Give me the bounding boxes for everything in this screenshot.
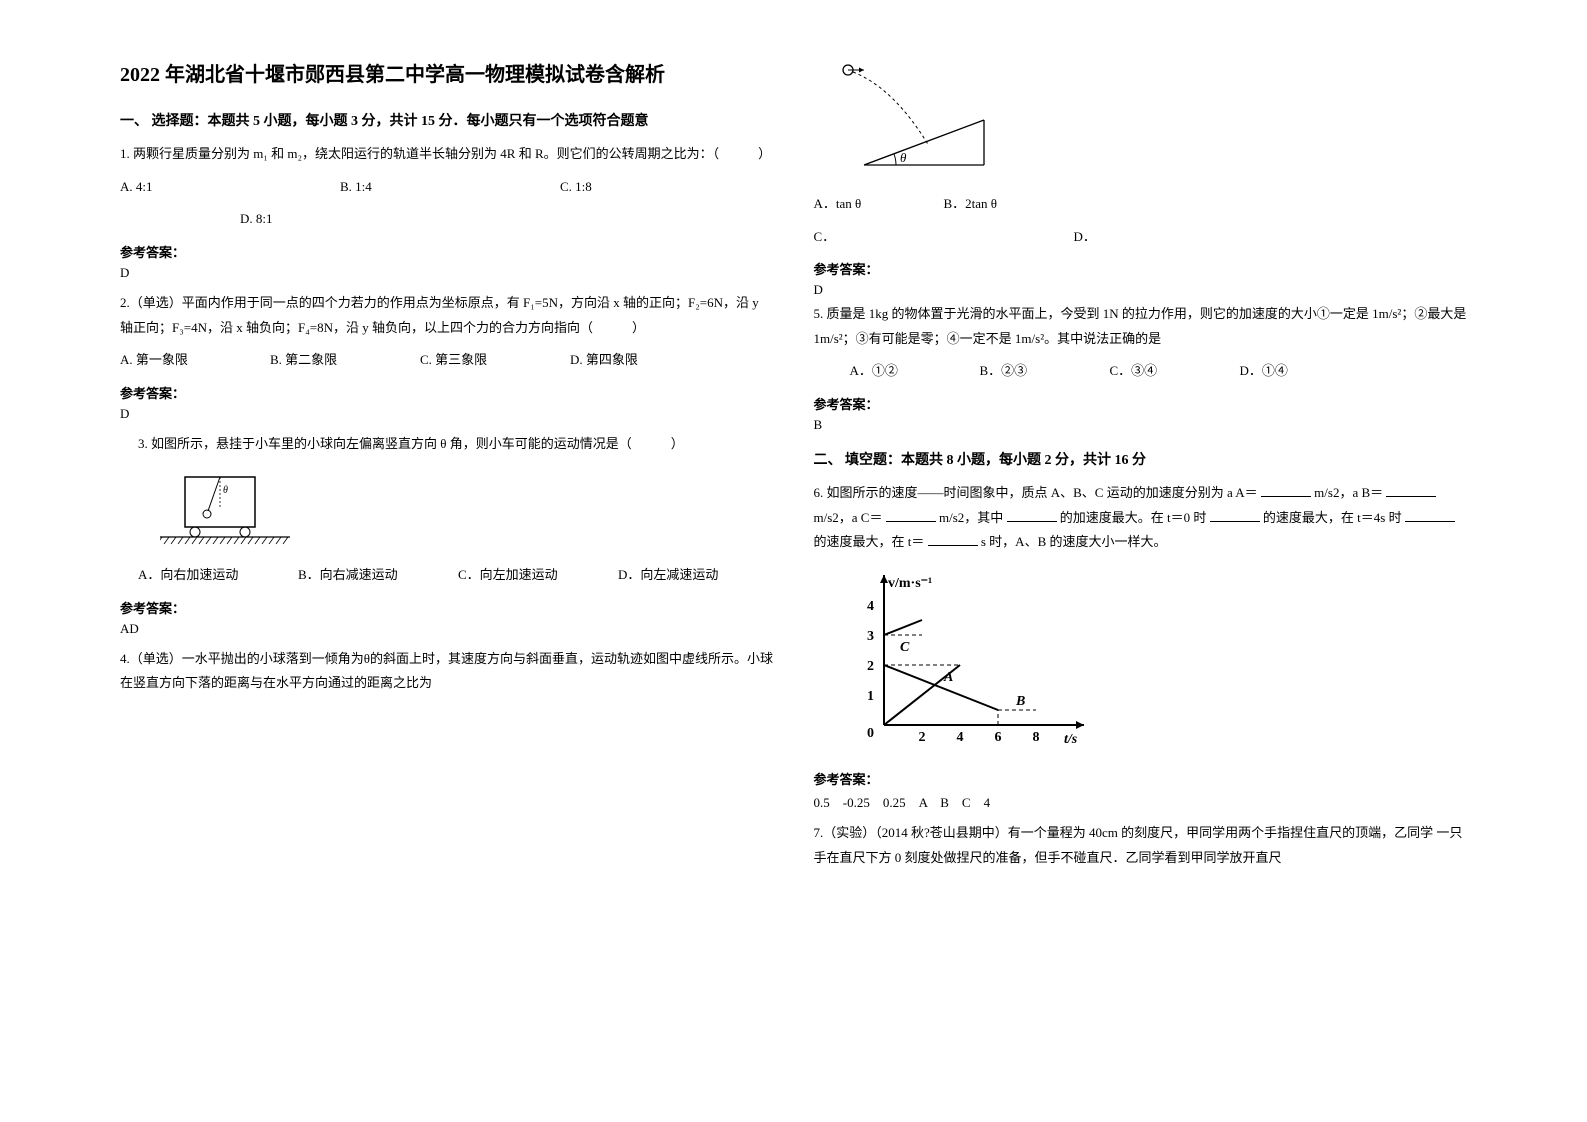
- blank-3: [886, 509, 936, 522]
- q6-s1: m/s2，a B＝: [1314, 485, 1383, 500]
- right-column: θ A．tan θ B．2tan θ C． D． 参考答案： D 5. 质量是 …: [794, 60, 1488, 1082]
- q6-s7: s 时，A、B 的速度大小一样大。: [981, 534, 1167, 549]
- q7-stem: 7.（实验）（2014 秋?苍山县期中）有一个量程为 40cm 的刻度尺，甲同学…: [814, 821, 1468, 870]
- q2-option-c: C. 第三象限: [420, 348, 570, 373]
- svg-text:4: 4: [956, 730, 963, 745]
- q1-option-a: A. 4:1: [120, 175, 340, 200]
- q5-option-b: B．②③: [980, 359, 1110, 384]
- q6-stem: 6. 如图所示的速度——时间图象中，质点 A、B、C 运动的加速度分别为 a A…: [814, 481, 1468, 555]
- q1-option-d: D. 8:1: [240, 207, 273, 232]
- q6-answer: 0.5 -0.25 0.25 A B C 4: [814, 792, 1468, 811]
- y-axis-label: v/m·s⁻¹: [888, 576, 932, 591]
- cart-pendulum-diagram: θ: [160, 469, 774, 553]
- q6-s2: m/s2，a C＝: [814, 510, 883, 525]
- q6-s4: 的加速度最大。在 t＝0 时: [1060, 510, 1207, 525]
- left-column: 2022 年湖北省十堰市郧西县第二中学高一物理模拟试卷含解析 一、 选择题：本题…: [100, 60, 794, 1082]
- exam-title: 2022 年湖北省十堰市郧西县第二中学高一物理模拟试卷含解析: [120, 60, 774, 90]
- svg-text:C: C: [900, 640, 910, 655]
- q4-option-a: A．tan θ: [814, 192, 944, 217]
- q4-option-c: C．: [814, 225, 1074, 250]
- q3-option-d: D．向左减速运动: [618, 563, 718, 588]
- q4-options-row1: A．tan θ B．2tan θ: [814, 192, 1468, 217]
- q2-option-d: D. 第四象限: [570, 348, 638, 373]
- q4-answer: D: [814, 282, 1468, 298]
- q5-answer-label: 参考答案：: [814, 394, 1468, 413]
- q3-stem: 3. 如图所示，悬挂于小车里的小球向左偏离竖直方向 θ 角，则小车可能的运动情况…: [120, 432, 774, 457]
- q2-answer: D: [120, 406, 774, 422]
- q6-s6: 的速度最大，在 t＝: [814, 534, 925, 549]
- svg-text:2: 2: [867, 659, 874, 674]
- q2-stem: 2.（单选）平面内作用于同一点的四个力若力的作用点为坐标原点，有 F₁=5N，方…: [120, 291, 774, 340]
- angle-theta-label: θ: [223, 485, 228, 496]
- q1-stem: 1. 两颗行星质量分别为 m₁ 和 m₂，绕太阳运行的轨道半长轴分别为 4R 和…: [120, 142, 774, 167]
- blank-1: [1261, 484, 1311, 497]
- svg-text:6: 6: [994, 730, 1001, 745]
- q6-s5: 的速度最大，在 t＝4s 时: [1263, 510, 1402, 525]
- q3-options: A．向右加速运动 B．向右减速运动 C．向左加速运动 D．向左减速运动: [120, 563, 774, 588]
- q2-option-a: A. 第一象限: [120, 348, 270, 373]
- svg-text:2: 2: [918, 730, 925, 745]
- q3-option-c: C．向左加速运动: [458, 563, 618, 588]
- q3-option-b: B．向右减速运动: [298, 563, 458, 588]
- q1-options-row1: A. 4:1 B. 1:4 C. 1:8: [120, 175, 774, 200]
- q5-option-c: C．③④: [1110, 359, 1240, 384]
- q2-answer-label: 参考答案：: [120, 383, 774, 402]
- q5-answer: B: [814, 417, 1468, 433]
- svg-text:4: 4: [867, 599, 874, 614]
- incline-diagram: θ: [834, 60, 1468, 184]
- q2-options: A. 第一象限 B. 第二象限 C. 第三象限 D. 第四象限: [120, 348, 774, 373]
- q5-options: A．①② B．②③ C．③④ D．①④: [814, 359, 1468, 384]
- section1-heading: 一、 选择题：本题共 5 小题，每小题 3 分，共计 15 分．每小题只有一个选…: [120, 110, 774, 130]
- svg-text:1: 1: [867, 689, 874, 704]
- blank-2: [1386, 484, 1436, 497]
- q4-options-row2: C． D．: [814, 225, 1468, 250]
- svg-text:0: 0: [867, 726, 874, 741]
- blank-4: [1007, 509, 1057, 522]
- q1-answer: D: [120, 265, 774, 281]
- q4-stem: 4.（单选）一水平抛出的小球落到一倾角为θ的斜面上时，其速度方向与斜面垂直，运动…: [120, 647, 774, 696]
- q1-options-row2: D. 8:1: [120, 207, 774, 232]
- q5-stem: 5. 质量是 1kg 的物体置于光滑的水平面上，今受到 1N 的拉力作用，则它的…: [814, 302, 1468, 351]
- q1-answer-label: 参考答案：: [120, 242, 774, 261]
- q6-answer-label: 参考答案：: [814, 769, 1468, 788]
- q1-option-c: C. 1:8: [560, 175, 592, 200]
- q4-option-d: D．: [1074, 225, 1096, 250]
- blank-6: [1405, 509, 1455, 522]
- svg-text:8: 8: [1032, 730, 1039, 745]
- q4-option-b: B．2tan θ: [944, 192, 998, 217]
- q3-answer: AD: [120, 621, 774, 637]
- q5-option-a: A．①②: [850, 359, 980, 384]
- svg-text:A: A: [943, 670, 953, 685]
- x-axis-label: t/s: [1064, 732, 1078, 747]
- q2-option-b: B. 第二象限: [270, 348, 420, 373]
- svg-text:3: 3: [867, 629, 874, 644]
- q4-answer-label: 参考答案：: [814, 259, 1468, 278]
- blank-5: [1210, 509, 1260, 522]
- q3-answer-label: 参考答案：: [120, 598, 774, 617]
- blank-7: [928, 533, 978, 546]
- q6-s3: m/s2，其中: [939, 510, 1003, 525]
- q5-option-d: D．①④: [1240, 359, 1288, 384]
- q6-prefix: 6. 如图所示的速度——时间图象中，质点 A、B、C 运动的加速度分别为 a A…: [814, 485, 1258, 500]
- svg-text:θ: θ: [900, 150, 907, 165]
- svg-text:B: B: [1015, 694, 1025, 709]
- section2-heading: 二、 填空题：本题共 8 小题，每小题 2 分，共计 16 分: [814, 449, 1468, 469]
- q1-option-b: B. 1:4: [340, 175, 560, 200]
- q3-option-a: A．向右加速运动: [138, 563, 298, 588]
- velocity-time-chart: 2 4 6 8 1 2 3 4 0 v/m·s⁻¹ t/s A B: [844, 565, 1468, 759]
